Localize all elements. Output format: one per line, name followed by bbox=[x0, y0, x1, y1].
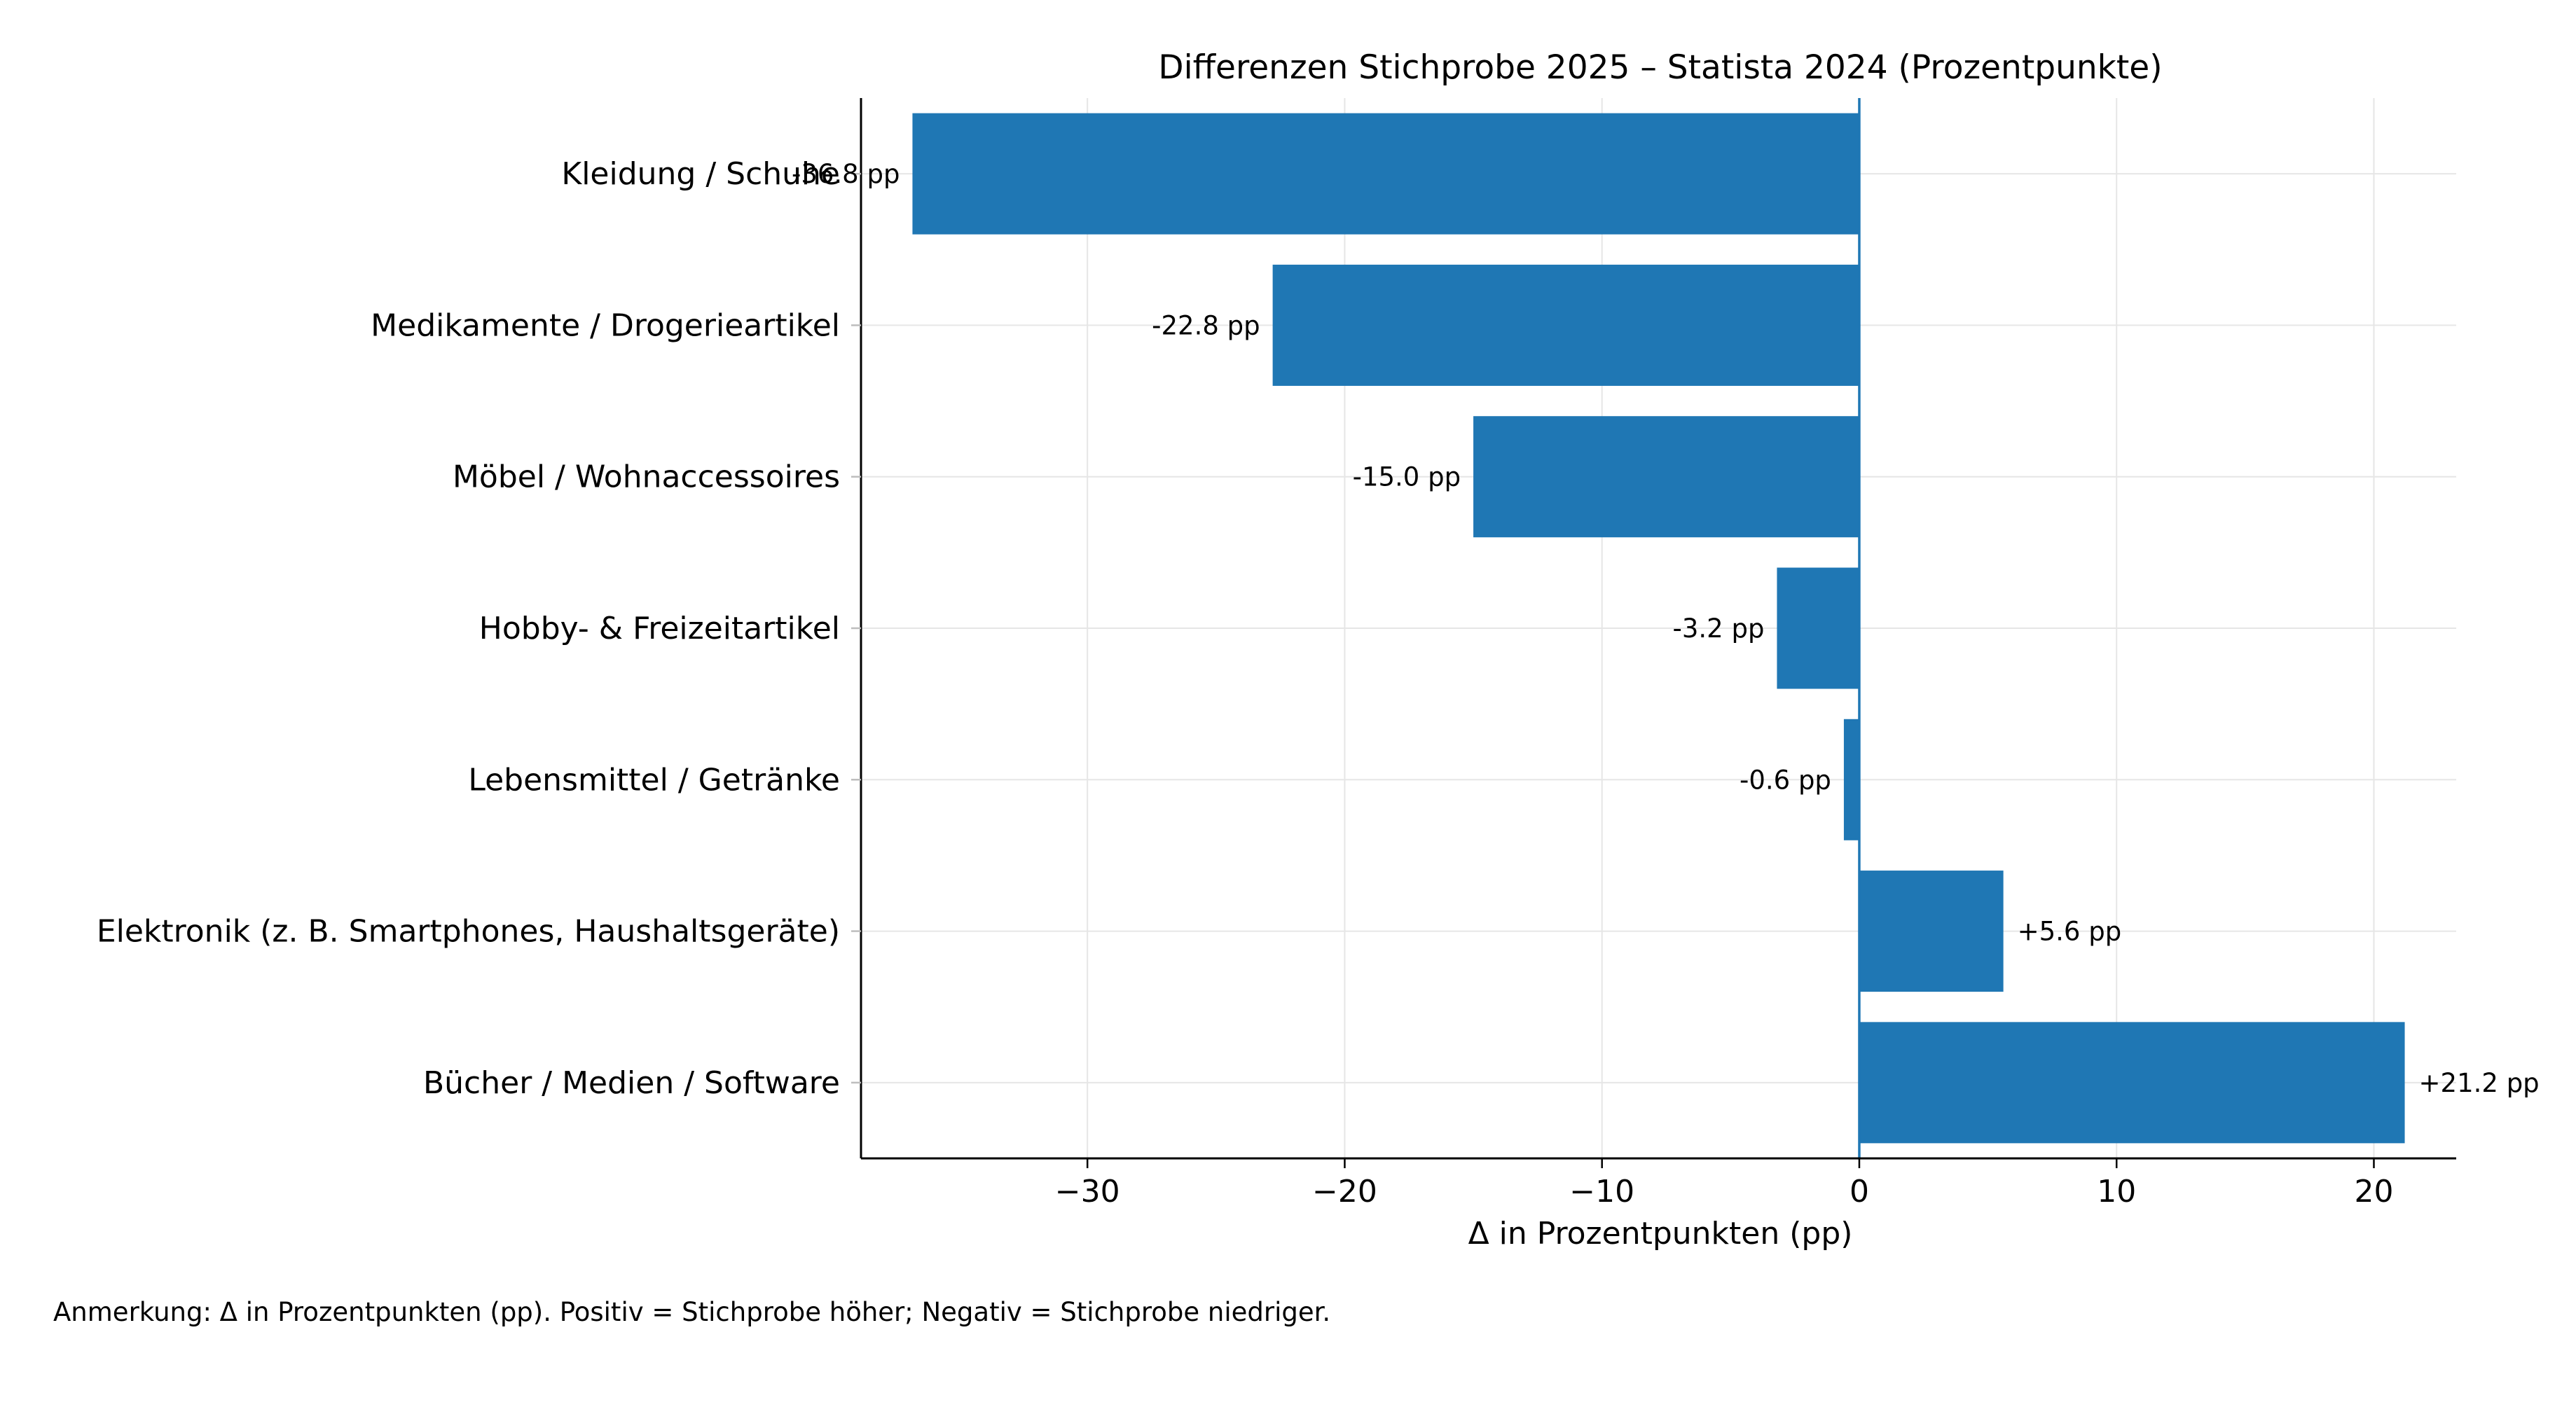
bar bbox=[1859, 1022, 2405, 1144]
x-tick-label: 10 bbox=[2097, 1174, 2136, 1210]
x-axis-label: Δ in Prozentpunkten (pp) bbox=[1468, 1216, 1853, 1252]
grid-layer bbox=[861, 98, 2456, 1158]
data-label: -0.6 pp bbox=[1740, 765, 1831, 795]
bars-layer bbox=[912, 113, 2405, 1144]
bar bbox=[1859, 871, 2004, 992]
data-label: +21.2 pp bbox=[2419, 1068, 2540, 1098]
bar bbox=[1473, 416, 1859, 538]
bar bbox=[912, 113, 1859, 235]
x-tick-label: −30 bbox=[1055, 1174, 1120, 1210]
data-label: -22.8 pp bbox=[1152, 310, 1260, 340]
chart-title: Differenzen Stichprobe 2025 – Statista 2… bbox=[1158, 48, 2162, 87]
bar bbox=[1272, 264, 1859, 386]
category-label: Lebensmittel / Getränke bbox=[468, 762, 840, 798]
labels-layer: −30 −20 −10 0 10 20 Kleidung / Schuhe Medikamen… bbox=[97, 156, 2540, 1210]
axes-layer bbox=[851, 98, 2456, 1168]
bar bbox=[1777, 567, 1859, 689]
category-label: Medikamente / Drogerieartikel bbox=[371, 307, 840, 343]
x-tick-label: 20 bbox=[2354, 1174, 2393, 1210]
x-tick-label: 0 bbox=[1850, 1174, 1869, 1210]
data-label: -3.2 pp bbox=[1673, 614, 1765, 644]
bar bbox=[1843, 719, 1859, 840]
x-tick-label: −10 bbox=[1569, 1174, 1634, 1210]
data-label: -15.0 pp bbox=[1353, 462, 1461, 492]
data-label: +5.6 pp bbox=[2018, 917, 2122, 947]
category-label: Kleidung / Schuhe bbox=[561, 156, 840, 192]
x-tick-label: −20 bbox=[1312, 1174, 1377, 1210]
category-label: Elektronik (z. B. Smartphones, Haushalts… bbox=[97, 914, 840, 950]
category-label: Hobby- & Freizeitartikel bbox=[479, 611, 840, 646]
category-label: Bücher / Medien / Software bbox=[423, 1065, 840, 1101]
data-label: -36.8 pp bbox=[792, 159, 900, 189]
category-label: Möbel / Wohnaccessoires bbox=[453, 459, 840, 495]
footnote: Anmerkung: Δ in Prozentpunkten (pp). Pos… bbox=[53, 1297, 1330, 1327]
